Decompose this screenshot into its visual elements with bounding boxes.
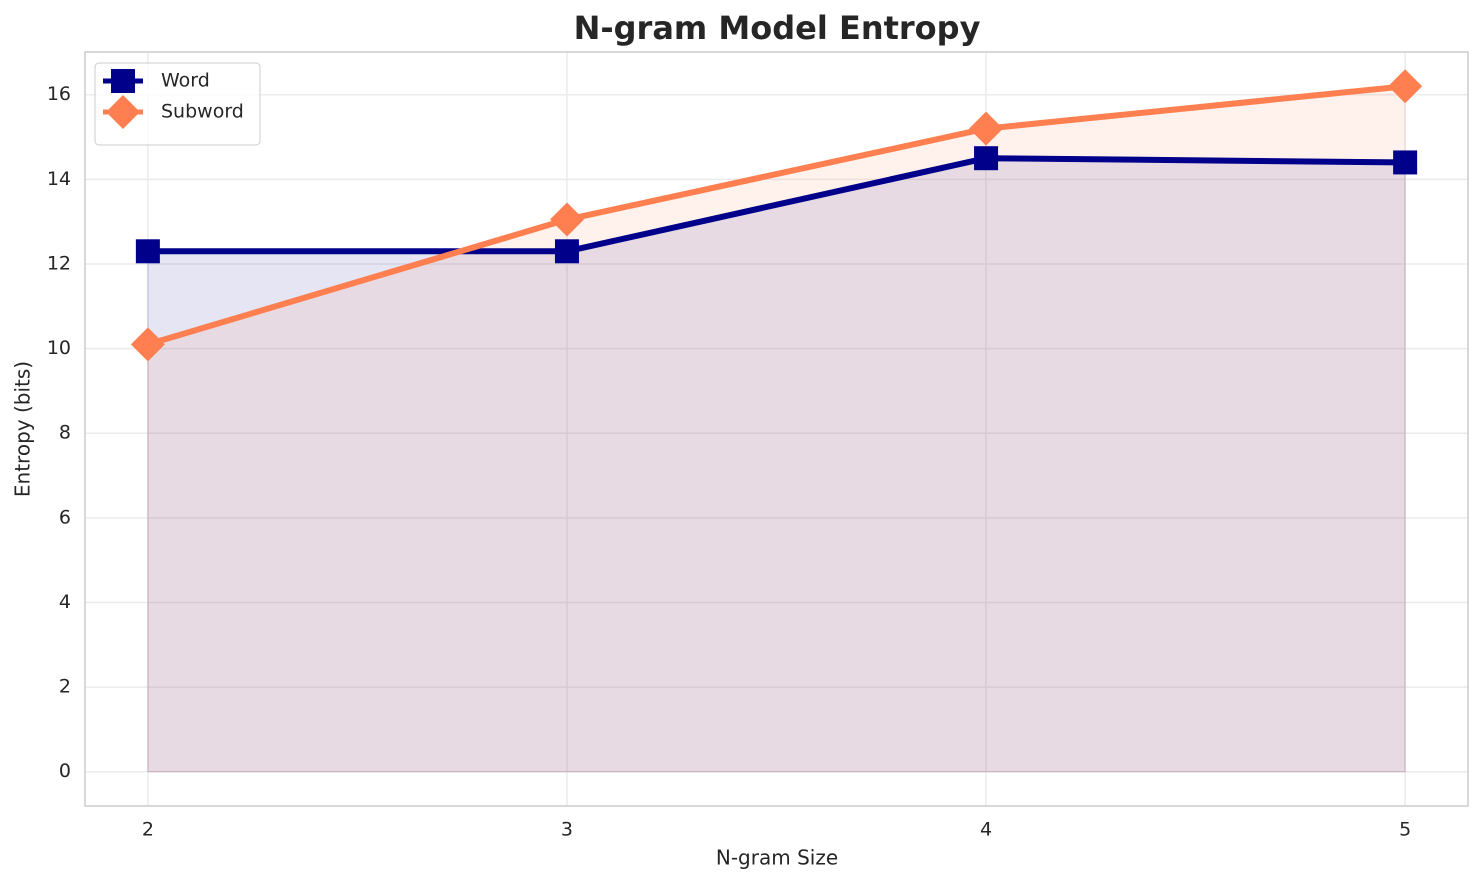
- plot-frame: [84, 51, 1469, 807]
- x-tick-label: 4: [980, 819, 992, 841]
- y-tick-label: 8: [59, 422, 71, 444]
- x-tick-label: 5: [1399, 819, 1411, 841]
- area: [147, 85, 1406, 773]
- point: [1388, 69, 1423, 104]
- line: [147, 83, 1406, 348]
- y-axis-label: Entropy (bits): [11, 361, 35, 497]
- legend-label: Subword: [161, 101, 244, 123]
- legend-label: Word: [161, 70, 210, 92]
- y-tick-label: 2: [59, 676, 71, 698]
- x-tick-label: 2: [142, 819, 154, 841]
- y-tick-label: 10: [47, 337, 71, 359]
- point: [969, 111, 1004, 146]
- y-tick-label: 6: [59, 506, 71, 528]
- x-tick-label: 3: [561, 819, 573, 841]
- x-axis-label: N-gram Size: [716, 846, 838, 870]
- y-tick-label: 12: [47, 252, 71, 274]
- line: [147, 155, 1406, 255]
- y-tick-label: 4: [59, 591, 71, 613]
- point: [974, 146, 999, 171]
- point: [554, 239, 579, 264]
- point: [549, 202, 584, 237]
- legend-marker: [106, 95, 140, 129]
- legend-marker: [111, 69, 135, 93]
- y-tick-label: 16: [47, 83, 71, 105]
- y-tick-label: 0: [59, 760, 71, 782]
- point: [135, 239, 160, 264]
- point: [1393, 150, 1418, 175]
- chart-title: N-gram Model Entropy: [574, 9, 981, 47]
- y-tick-label: 14: [47, 168, 71, 190]
- point: [130, 327, 165, 362]
